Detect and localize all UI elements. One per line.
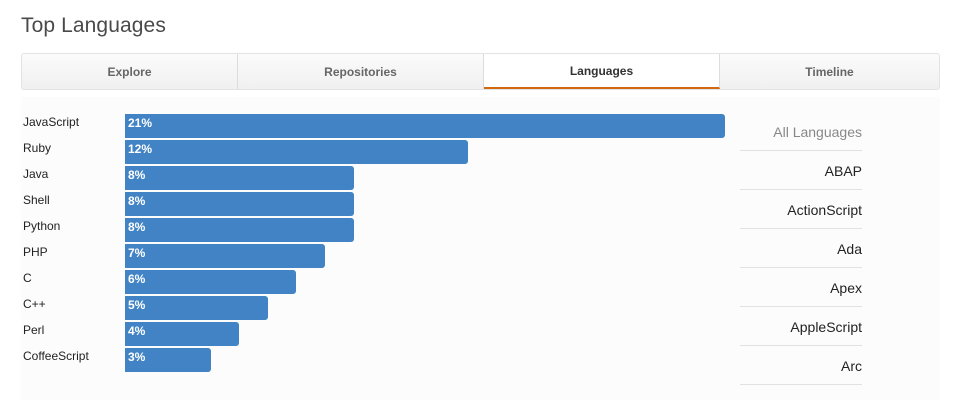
language-percent: 8%: [128, 220, 146, 234]
filter-item-apex[interactable]: Apex: [740, 268, 862, 307]
language-percent: 21%: [128, 116, 153, 130]
language-name: Python: [23, 219, 61, 233]
language-percent: 6%: [128, 272, 146, 286]
language-bar[interactable]: 5%: [125, 296, 268, 320]
language-bar[interactable]: 7%: [125, 244, 325, 268]
language-bar[interactable]: 3%: [125, 348, 211, 372]
language-percent: 8%: [128, 168, 146, 182]
tab-explore[interactable]: Explore: [22, 54, 238, 89]
tab-repositories[interactable]: Repositories: [238, 54, 484, 89]
filter-item-actionscript[interactable]: ActionScript: [740, 190, 862, 229]
language-name: CoffeeScript: [23, 349, 89, 363]
language-filter-list: All Languages ABAP ActionScript Ada Apex…: [740, 111, 862, 385]
filter-item-all-languages[interactable]: All Languages: [740, 111, 862, 151]
languages-panel: JavaScript 21% Ruby 12% Java 8% Shell 8% Python 8…: [21, 97, 940, 400]
language-name: Shell: [23, 193, 50, 207]
language-percent: 4%: [128, 324, 146, 338]
tab-languages[interactable]: Languages: [484, 54, 720, 89]
filter-item-arc[interactable]: Arc: [740, 346, 862, 385]
language-name: PHP: [23, 245, 48, 259]
language-bar[interactable]: 8%: [125, 166, 354, 190]
filter-item-applescript[interactable]: AppleScript: [740, 307, 862, 346]
language-bar[interactable]: 6%: [125, 270, 296, 294]
language-bar[interactable]: 8%: [125, 192, 354, 216]
language-percent: 3%: [128, 350, 146, 364]
filter-item-ada[interactable]: Ada: [740, 229, 862, 268]
language-name: C: [23, 271, 32, 285]
language-bar[interactable]: 8%: [125, 218, 354, 242]
page-title: Top Languages: [21, 14, 166, 37]
language-bar[interactable]: 4%: [125, 322, 239, 346]
language-percent: 12%: [128, 142, 153, 156]
language-percent: 7%: [128, 246, 146, 260]
language-bar[interactable]: 21%: [125, 114, 725, 138]
language-name: Ruby: [23, 141, 52, 155]
language-percent: 5%: [128, 298, 146, 312]
language-name: Java: [23, 167, 49, 181]
language-name: JavaScript: [23, 115, 80, 129]
language-name: Perl: [23, 323, 45, 337]
language-name: C++: [23, 297, 46, 311]
section-tabs: Explore Repositories Languages Timeline: [21, 53, 940, 90]
language-bar[interactable]: 12%: [125, 140, 468, 164]
filter-item-abap[interactable]: ABAP: [740, 151, 862, 190]
tab-timeline[interactable]: Timeline: [805, 64, 854, 79]
language-percent: 8%: [128, 194, 146, 208]
